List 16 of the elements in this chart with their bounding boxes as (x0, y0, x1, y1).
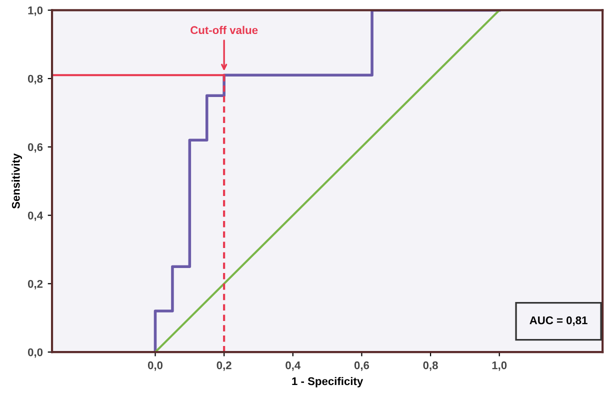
y-tick-label: 0,0 (28, 348, 43, 358)
annotation: AUC = 0,81 (530, 316, 588, 326)
x-tick-label: 0,2 (216, 361, 232, 371)
y-tick-label: 0,2 (28, 280, 43, 290)
x-tick-label: 0,4 (286, 361, 301, 371)
annotation: Cut-off value (190, 26, 258, 34)
x-axis-title: 1 - Specificity (292, 376, 364, 388)
y-tick-label: 0,6 (28, 143, 43, 153)
x-tick-label: 0,6 (354, 361, 370, 371)
x-tick-label: 0,0 (148, 361, 163, 371)
y-tick-label: 0,4 (28, 212, 43, 222)
x-tick-label: 0,8 (423, 361, 438, 371)
y-tick-label: 0,8 (28, 74, 43, 84)
y-axis-title: Sensitivity (12, 153, 22, 209)
y-tick-label: 1,0 (28, 6, 43, 16)
x-tick-label: 1,0 (492, 361, 507, 371)
